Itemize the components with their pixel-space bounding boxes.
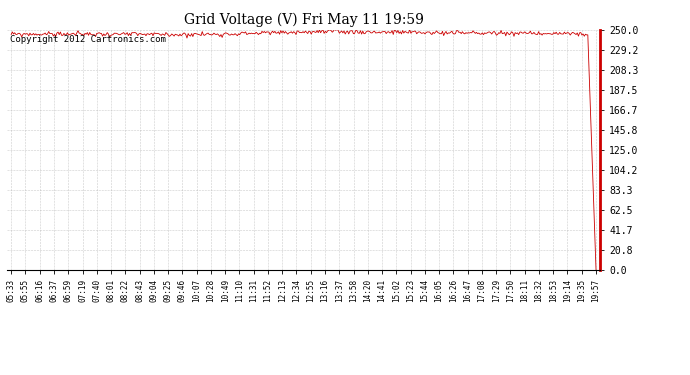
Title: Grid Voltage (V) Fri May 11 19:59: Grid Voltage (V) Fri May 11 19:59: [184, 13, 424, 27]
Text: Copyright 2012 Cartronics.com: Copyright 2012 Cartronics.com: [10, 35, 166, 44]
